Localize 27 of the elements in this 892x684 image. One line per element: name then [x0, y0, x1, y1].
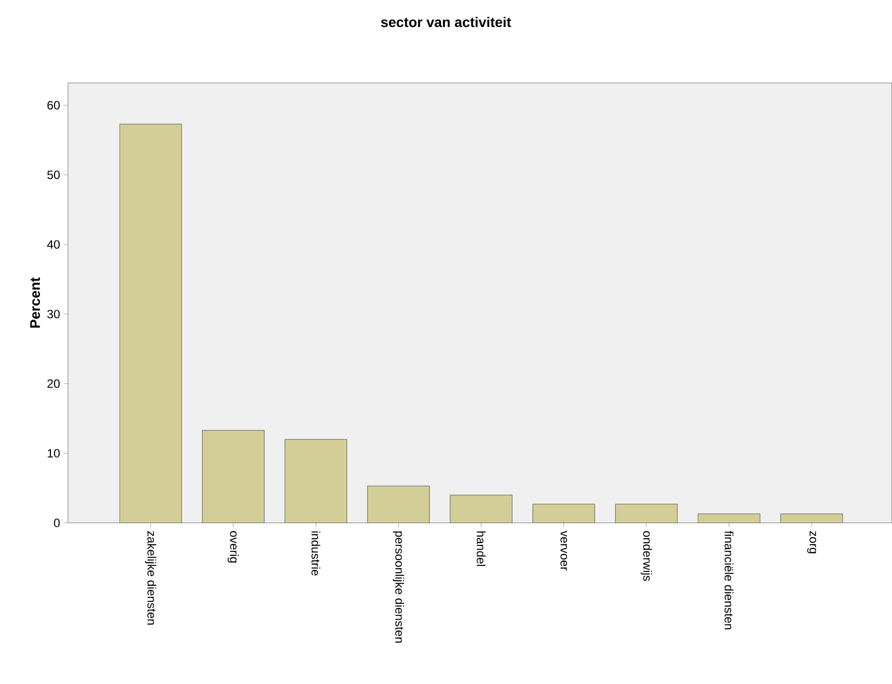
- bar: [202, 430, 264, 523]
- bar: [284, 439, 348, 523]
- y-axis-title: Percent: [30, 278, 40, 328]
- x-tick-label: vervoer: [560, 530, 568, 571]
- y-tick-label: 60: [47, 101, 60, 110]
- x-tick-label: zorg: [807, 531, 816, 554]
- x-tick-label: onderwijs: [640, 531, 652, 581]
- x-tick-label: handel: [476, 532, 486, 566]
- x-tick-label: industrie: [311, 532, 320, 576]
- bar: [615, 504, 678, 523]
- x-tick-label: financiële diensten: [724, 530, 734, 630]
- bar: [367, 486, 430, 523]
- bar: [532, 504, 595, 523]
- y-tick-label: 40: [47, 240, 60, 249]
- x-tick-label: zakelijke diensten: [145, 531, 156, 625]
- x-tick-label: overig: [228, 531, 239, 563]
- x-tick-label: persoonlijke diensten: [392, 532, 404, 643]
- bar: [119, 124, 182, 523]
- bar: [780, 514, 843, 523]
- y-tick-label: 0: [54, 518, 60, 528]
- y-tick-label: 20: [47, 380, 60, 388]
- y-tick-label: 50: [47, 170, 60, 180]
- bar: [698, 514, 760, 523]
- y-tick-label: 30: [47, 310, 60, 318]
- bar: [450, 494, 512, 523]
- y-tick-label: 10: [48, 449, 60, 458]
- chart-title: sector van activiteit: [381, 16, 512, 28]
